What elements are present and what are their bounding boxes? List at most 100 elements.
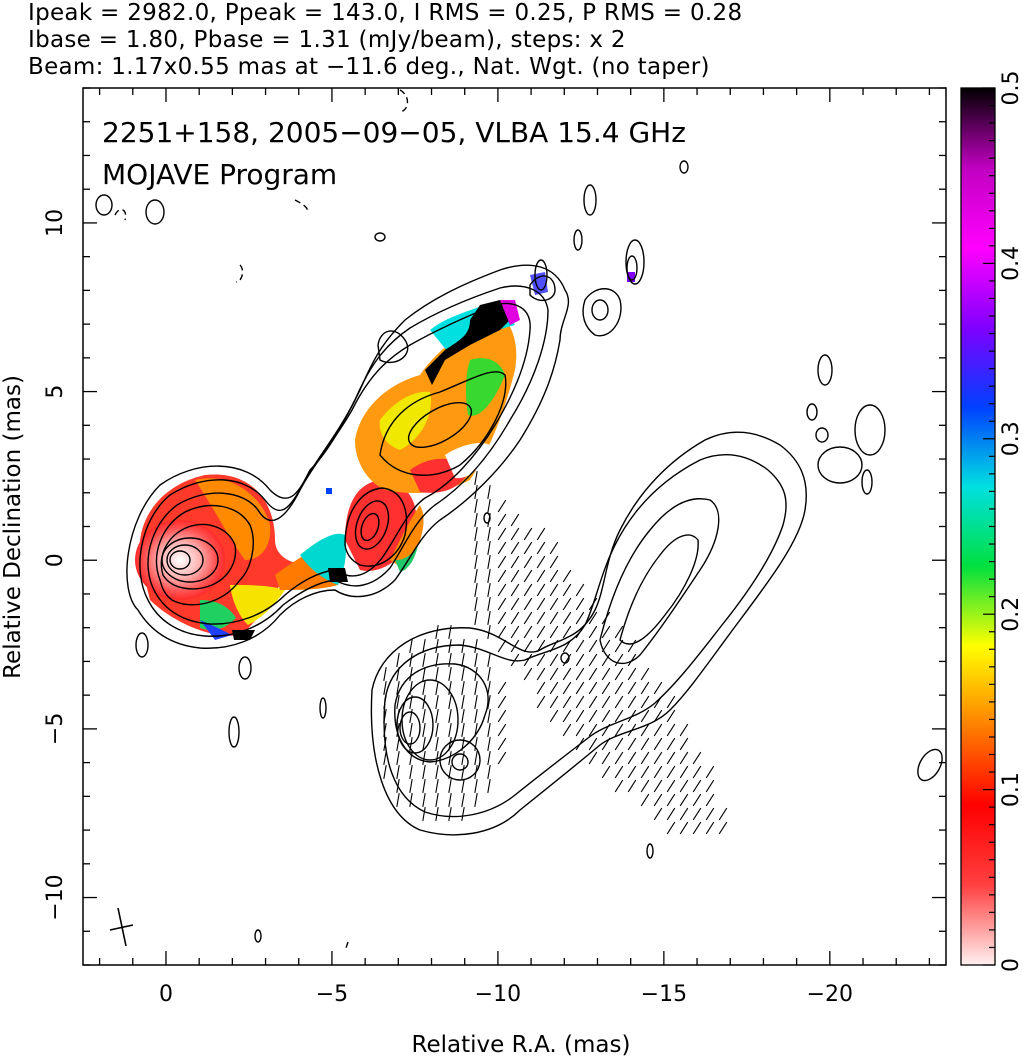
- colorbar-tick-label: 0.5: [999, 71, 1022, 106]
- evpa-vector: [575, 639, 585, 653]
- evpa-vector: [640, 751, 650, 765]
- evpa-vector: [448, 709, 452, 723]
- evpa-vector: [487, 723, 491, 737]
- x-tick-label: −20: [807, 982, 853, 1007]
- evpa-vector: [396, 765, 400, 779]
- evpa-vector: [461, 681, 465, 695]
- color-region-bridge-dark: [328, 568, 348, 582]
- evpa-vector: [435, 681, 439, 695]
- evpa-vector: [679, 821, 689, 835]
- evpa-vector: [549, 709, 559, 723]
- evpa-vector: [601, 709, 611, 723]
- pol-contour-jet-inner: [619, 534, 699, 645]
- evpa-vector: [536, 541, 546, 555]
- evpa-vector: [510, 541, 520, 555]
- evpa-vector: [588, 667, 598, 681]
- contour-knot1-a: [344, 487, 408, 567]
- evpa-vector: [666, 751, 676, 765]
- evpa-vector: [575, 709, 585, 723]
- contour-knob-2: [529, 275, 556, 302]
- evpa-vector: [588, 597, 598, 611]
- contour-blob-1: [582, 288, 622, 337]
- evpa-vector: [666, 695, 676, 709]
- evpa-vector: [679, 793, 689, 807]
- evpa-vector: [510, 625, 520, 639]
- color-region-jet-knot-2-green: [465, 358, 505, 416]
- contour-blob-17: [817, 354, 833, 386]
- color-region-jet-knot-2-magenta: [500, 300, 520, 325]
- evpa-vector: [536, 653, 546, 667]
- x-tick-label: 0: [159, 982, 173, 1007]
- evpa-vector: [474, 723, 478, 737]
- evpa-vector: [409, 723, 413, 737]
- evpa-vector: [640, 681, 650, 695]
- evpa-vector: [601, 695, 611, 709]
- evpa-vector: [435, 737, 439, 751]
- evpa-vector: [422, 639, 426, 653]
- contour-blob-21: [817, 446, 863, 484]
- evpa-vector: [435, 723, 439, 737]
- evpa-vector: [448, 695, 452, 709]
- evpa-vector: [396, 667, 400, 681]
- evpa-vector: [497, 723, 507, 737]
- x-tick-label: −15: [641, 982, 687, 1007]
- pol-contour-outer: [370, 431, 807, 836]
- evpa-vector: [409, 751, 413, 765]
- evpa-vector: [679, 765, 689, 779]
- evpa-vector: [487, 779, 491, 793]
- evpa-vector: [510, 653, 520, 667]
- evpa-vector: [474, 639, 478, 653]
- pol-contour-2: [383, 454, 787, 818]
- evpa-vector: [640, 737, 650, 751]
- evpa-vector: [653, 709, 663, 723]
- contour-blob-3: [583, 184, 597, 216]
- evpa-vector: [474, 779, 478, 793]
- evpa-vector: [627, 667, 637, 681]
- evpa-vector: [435, 793, 439, 807]
- evpa-vector: [653, 779, 663, 793]
- evpa-vector: [575, 597, 585, 611]
- evpa-vector: [523, 625, 533, 639]
- evpa-vector: [510, 527, 520, 541]
- evpa-vector: [396, 779, 400, 793]
- evpa-vector: [497, 611, 507, 625]
- evpa-vector: [588, 709, 598, 723]
- contour-5: [160, 523, 237, 590]
- evpa-vector: [448, 807, 452, 821]
- evpa-vector: [692, 793, 702, 807]
- evpa-vector: [474, 471, 478, 485]
- evpa-vector: [474, 569, 478, 583]
- evpa-vector: [679, 737, 689, 751]
- evpa-vector: [497, 583, 507, 597]
- evpa-vector: [627, 681, 637, 695]
- evpa-vector: [409, 639, 413, 653]
- y-tick-label: 5: [43, 385, 68, 399]
- evpa-vector: [487, 681, 491, 695]
- evpa-vectors: [383, 471, 728, 835]
- contour-8: [169, 550, 191, 570]
- evpa-vector: [523, 597, 533, 611]
- contour-knot2-a: [379, 371, 507, 476]
- evpa-vector: [422, 793, 426, 807]
- evpa-vector: [601, 681, 611, 695]
- evpa-vector: [653, 807, 663, 821]
- evpa-vector: [461, 751, 465, 765]
- evpa-vector: [487, 541, 491, 555]
- evpa-vector: [435, 695, 439, 709]
- contour-3: [147, 303, 531, 625]
- color-region-spot-2: [326, 488, 332, 494]
- evpa-vector: [461, 779, 465, 793]
- contour-blob-9: [95, 194, 113, 216]
- colorbar-tick-label: 0.3: [999, 421, 1022, 456]
- evpa-vector: [523, 555, 533, 569]
- contour-dashed-2: [235, 264, 244, 283]
- contour-blob-10: [374, 232, 386, 242]
- evpa-vector: [497, 555, 507, 569]
- evpa-vector: [474, 513, 478, 527]
- evpa-vector: [588, 639, 598, 653]
- evpa-vector: [614, 653, 624, 667]
- evpa-vector: [523, 583, 533, 597]
- evpa-vector: [409, 695, 413, 709]
- evpa-vector: [601, 639, 611, 653]
